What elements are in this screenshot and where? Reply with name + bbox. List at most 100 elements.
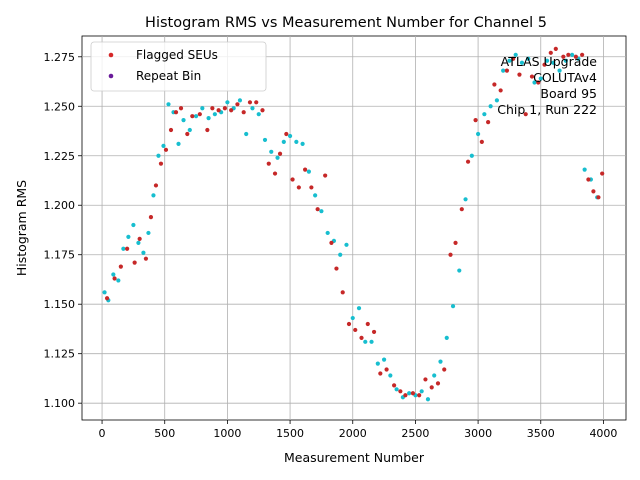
data-point-flagged-seus — [573, 54, 578, 59]
data-point-measurements — [146, 230, 151, 236]
data-point-flagged-seus — [353, 327, 358, 333]
data-point-measurements — [262, 137, 268, 143]
data-point-measurements — [444, 335, 449, 340]
y-axis-label: Histogram RMS — [14, 180, 29, 276]
annotation-chip-model: COLUTAv4 — [533, 70, 597, 85]
data-point-flagged-seus — [371, 329, 377, 335]
legend-marker-flagged-seus — [108, 52, 114, 58]
data-point-flagged-seus — [586, 177, 591, 182]
data-point-flagged-seus — [334, 266, 339, 271]
data-point-flagged-seus — [329, 240, 334, 245]
data-point-flagged-seus — [296, 185, 301, 190]
x-tick-label: 1000 — [213, 427, 241, 440]
data-point-flagged-seus — [553, 46, 558, 51]
data-point-flagged-seus — [459, 207, 464, 212]
data-point-measurements — [121, 246, 126, 251]
data-point-measurements — [151, 193, 156, 198]
data-point-flagged-seus — [309, 185, 314, 190]
data-point-measurements — [544, 58, 550, 63]
data-point-measurements — [300, 141, 305, 146]
legend-box — [90, 41, 267, 92]
data-point-flagged-seus — [210, 106, 215, 111]
data-point-measurements — [206, 116, 211, 121]
data-point-measurements — [212, 112, 217, 117]
data-point-measurements — [563, 58, 568, 63]
data-point-measurements — [102, 290, 107, 295]
data-point-measurements — [161, 143, 166, 148]
legend-label-flagged-seus: Flagged SEUs — [136, 48, 218, 62]
data-point-measurements — [181, 118, 186, 123]
data-point-measurements — [166, 102, 171, 107]
data-point-flagged-seus — [254, 100, 259, 105]
data-point-flagged-seus — [417, 393, 422, 398]
x-tick-label: 3500 — [527, 427, 555, 440]
data-point-measurements — [375, 361, 380, 366]
data-point-flagged-seus — [492, 82, 497, 87]
y-tick-label: 1.225 — [44, 150, 76, 163]
data-point-measurements — [475, 131, 481, 137]
data-point-measurements — [193, 114, 199, 119]
data-point-flagged-seus — [548, 50, 553, 55]
data-point-measurements — [156, 153, 161, 158]
data-point-flagged-seus — [266, 161, 271, 166]
data-point-flagged-seus — [143, 256, 149, 261]
data-point-measurements — [244, 131, 249, 137]
data-point-flagged-seus — [125, 246, 130, 251]
annotation-chip-run: Chip 1, Run 222 — [497, 102, 597, 117]
data-point-measurements — [526, 56, 531, 61]
data-point-measurements — [407, 391, 412, 396]
x-tick-label: 2000 — [339, 427, 367, 440]
data-point-flagged-seus — [118, 264, 123, 269]
data-point-measurements — [538, 76, 543, 81]
data-point-flagged-seus — [173, 110, 179, 115]
data-point-measurements — [450, 304, 456, 309]
data-point-measurements — [294, 139, 299, 144]
data-point-measurements — [136, 240, 141, 245]
data-point-flagged-seus — [504, 68, 510, 73]
data-point-flagged-seus — [392, 383, 397, 388]
data-point-flagged-seus — [260, 108, 265, 113]
data-point-measurements — [482, 112, 487, 117]
data-point-flagged-seus — [216, 108, 221, 113]
x-tick-label: 1500 — [276, 427, 304, 440]
data-point-measurements — [463, 197, 468, 202]
data-point-flagged-seus — [148, 215, 154, 220]
data-point-flagged-seus — [365, 321, 370, 327]
data-point-measurements — [269, 149, 274, 154]
data-point-measurements — [116, 278, 121, 283]
data-point-flagged-seus — [429, 385, 434, 390]
data-point-flagged-seus — [241, 110, 246, 115]
data-point-measurements — [432, 373, 437, 378]
x-tick-label: 500 — [154, 427, 175, 440]
data-point-flagged-seus — [423, 377, 428, 382]
data-point-flagged-seus — [511, 56, 516, 61]
data-point-measurements — [457, 268, 462, 273]
data-point-flagged-seus — [168, 127, 174, 133]
data-point-measurements — [250, 106, 255, 111]
data-point-measurements — [388, 373, 393, 378]
data-point-flagged-seus — [529, 74, 535, 79]
data-point-flagged-seus — [465, 159, 471, 164]
chart-title: Histogram RMS vs Measurement Number for … — [145, 15, 547, 31]
data-point-measurements — [469, 153, 474, 158]
data-point-flagged-seus — [190, 114, 195, 119]
data-point-measurements — [363, 339, 368, 344]
data-point-flagged-seus — [112, 276, 117, 281]
y-tick-label: 1.125 — [44, 348, 76, 361]
data-point-flagged-seus — [323, 173, 328, 178]
y-tick-label: 1.275 — [44, 51, 76, 64]
data-point-flagged-seus — [340, 290, 345, 295]
data-point-measurements — [287, 133, 293, 139]
legend: Flagged SEUs Repeat Bin — [90, 41, 267, 92]
data-point-flagged-seus — [536, 80, 541, 85]
x-tick-label: 2500 — [401, 427, 429, 440]
data-point-measurements — [176, 141, 181, 146]
y-tick-label: 1.200 — [44, 199, 76, 212]
data-point-flagged-seus — [303, 167, 308, 172]
data-point-flagged-seus — [197, 112, 202, 117]
data-point-measurements — [419, 389, 424, 394]
data-point-flagged-seus — [153, 183, 159, 188]
data-point-flagged-seus — [566, 52, 571, 57]
data-point-measurements — [275, 155, 280, 160]
